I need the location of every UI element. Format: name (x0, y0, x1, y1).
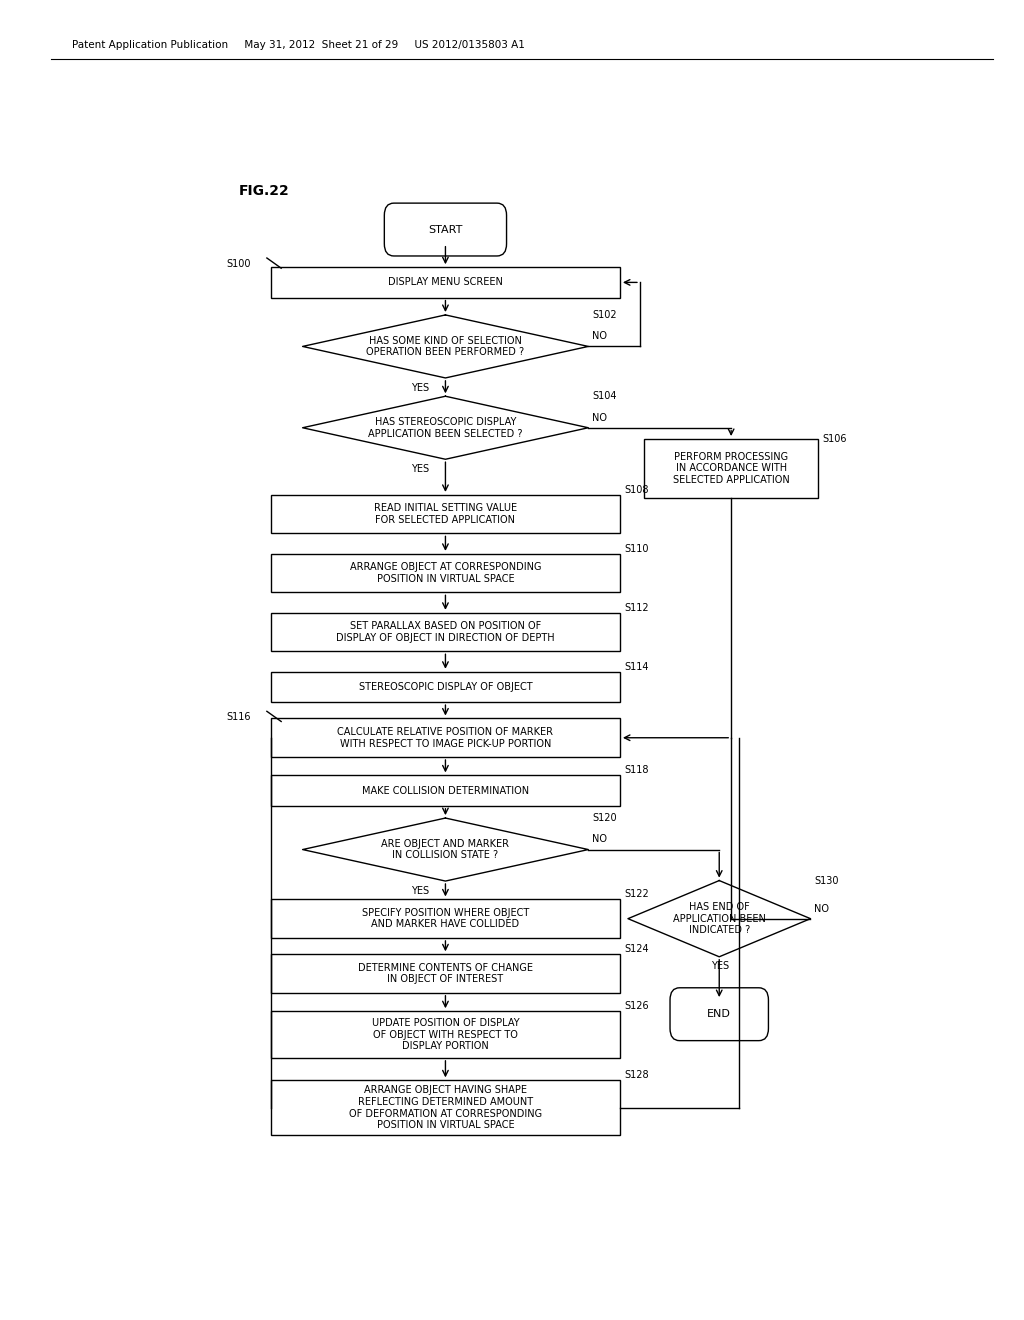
Text: DETERMINE CONTENTS OF CHANGE
IN OBJECT OF INTEREST: DETERMINE CONTENTS OF CHANGE IN OBJECT O… (358, 962, 532, 985)
Text: READ INITIAL SETTING VALUE
FOR SELECTED APPLICATION: READ INITIAL SETTING VALUE FOR SELECTED … (374, 503, 517, 525)
Text: S112: S112 (624, 603, 648, 612)
Text: YES: YES (412, 886, 430, 896)
Text: HAS END OF
APPLICATION BEEN
INDICATED ?: HAS END OF APPLICATION BEEN INDICATED ? (673, 902, 766, 936)
Text: S118: S118 (624, 766, 648, 775)
Text: MAKE COLLISION DETERMINATION: MAKE COLLISION DETERMINATION (361, 785, 529, 796)
Text: ARRANGE OBJECT HAVING SHAPE
REFLECTING DETERMINED AMOUNT
OF DEFORMATION AT CORRE: ARRANGE OBJECT HAVING SHAPE REFLECTING D… (349, 1085, 542, 1130)
Bar (270, 554, 620, 593)
Polygon shape (303, 818, 588, 880)
Text: END: END (708, 1010, 731, 1019)
Text: NO: NO (814, 904, 829, 913)
Text: S104: S104 (592, 391, 616, 401)
Text: PERFORM PROCESSING
IN ACCORDANCE WITH
SELECTED APPLICATION: PERFORM PROCESSING IN ACCORDANCE WITH SE… (673, 451, 790, 484)
Text: UPDATE POSITION OF DISPLAY
OF OBJECT WITH RESPECT TO
DISPLAY PORTION: UPDATE POSITION OF DISPLAY OF OBJECT WIT… (372, 1018, 519, 1051)
Text: ARRANGE OBJECT AT CORRESPONDING
POSITION IN VIRTUAL SPACE: ARRANGE OBJECT AT CORRESPONDING POSITION… (349, 562, 542, 583)
Text: HAS STEREOSCOPIC DISPLAY
APPLICATION BEEN SELECTED ?: HAS STEREOSCOPIC DISPLAY APPLICATION BEE… (369, 417, 522, 438)
Polygon shape (628, 880, 811, 957)
Bar (270, 267, 620, 297)
Text: STEREOSCOPIC DISPLAY OF OBJECT: STEREOSCOPIC DISPLAY OF OBJECT (358, 682, 532, 692)
Bar (270, 672, 620, 702)
FancyBboxPatch shape (384, 203, 507, 256)
Text: NO: NO (592, 834, 607, 845)
Text: S120: S120 (592, 813, 616, 824)
Bar (270, 1011, 620, 1057)
Text: YES: YES (712, 961, 729, 970)
Text: YES: YES (412, 383, 430, 393)
Text: S116: S116 (226, 713, 251, 722)
Text: NO: NO (592, 331, 607, 342)
Text: S128: S128 (624, 1071, 648, 1080)
Text: SET PARALLAX BASED ON POSITION OF
DISPLAY OF OBJECT IN DIRECTION OF DEPTH: SET PARALLAX BASED ON POSITION OF DISPLA… (336, 622, 555, 643)
Bar (270, 775, 620, 805)
Text: NO: NO (592, 413, 607, 422)
Polygon shape (303, 396, 588, 459)
Bar (644, 440, 818, 498)
FancyBboxPatch shape (670, 987, 768, 1040)
Text: S106: S106 (822, 434, 847, 444)
Text: CALCULATE RELATIVE POSITION OF MARKER
WITH RESPECT TO IMAGE PICK-UP PORTION: CALCULATE RELATIVE POSITION OF MARKER WI… (338, 727, 553, 748)
Text: SPECIFY POSITION WHERE OBJECT
AND MARKER HAVE COLLIDED: SPECIFY POSITION WHERE OBJECT AND MARKER… (361, 908, 529, 929)
Text: Patent Application Publication     May 31, 2012  Sheet 21 of 29     US 2012/0135: Patent Application Publication May 31, 2… (72, 40, 524, 50)
Text: S110: S110 (624, 544, 648, 554)
Text: S126: S126 (624, 1001, 648, 1011)
Text: S108: S108 (624, 484, 648, 495)
Bar (270, 612, 620, 651)
Bar (270, 899, 620, 939)
Bar (270, 1080, 620, 1135)
Text: HAS SOME KIND OF SELECTION
OPERATION BEEN PERFORMED ?: HAS SOME KIND OF SELECTION OPERATION BEE… (367, 335, 524, 358)
Text: S114: S114 (624, 661, 648, 672)
Text: S100: S100 (226, 259, 251, 269)
Polygon shape (303, 315, 588, 378)
Text: DISPLAY MENU SCREEN: DISPLAY MENU SCREEN (388, 277, 503, 288)
Bar (270, 954, 620, 993)
Text: START: START (428, 224, 463, 235)
Text: S124: S124 (624, 944, 648, 954)
Text: ARE OBJECT AND MARKER
IN COLLISION STATE ?: ARE OBJECT AND MARKER IN COLLISION STATE… (382, 838, 510, 861)
Text: S122: S122 (624, 890, 649, 899)
Text: YES: YES (412, 465, 430, 474)
Text: S102: S102 (592, 310, 616, 319)
Bar (270, 718, 620, 758)
Bar (270, 495, 620, 533)
Text: S130: S130 (814, 875, 839, 886)
Text: FIG.22: FIG.22 (240, 183, 290, 198)
